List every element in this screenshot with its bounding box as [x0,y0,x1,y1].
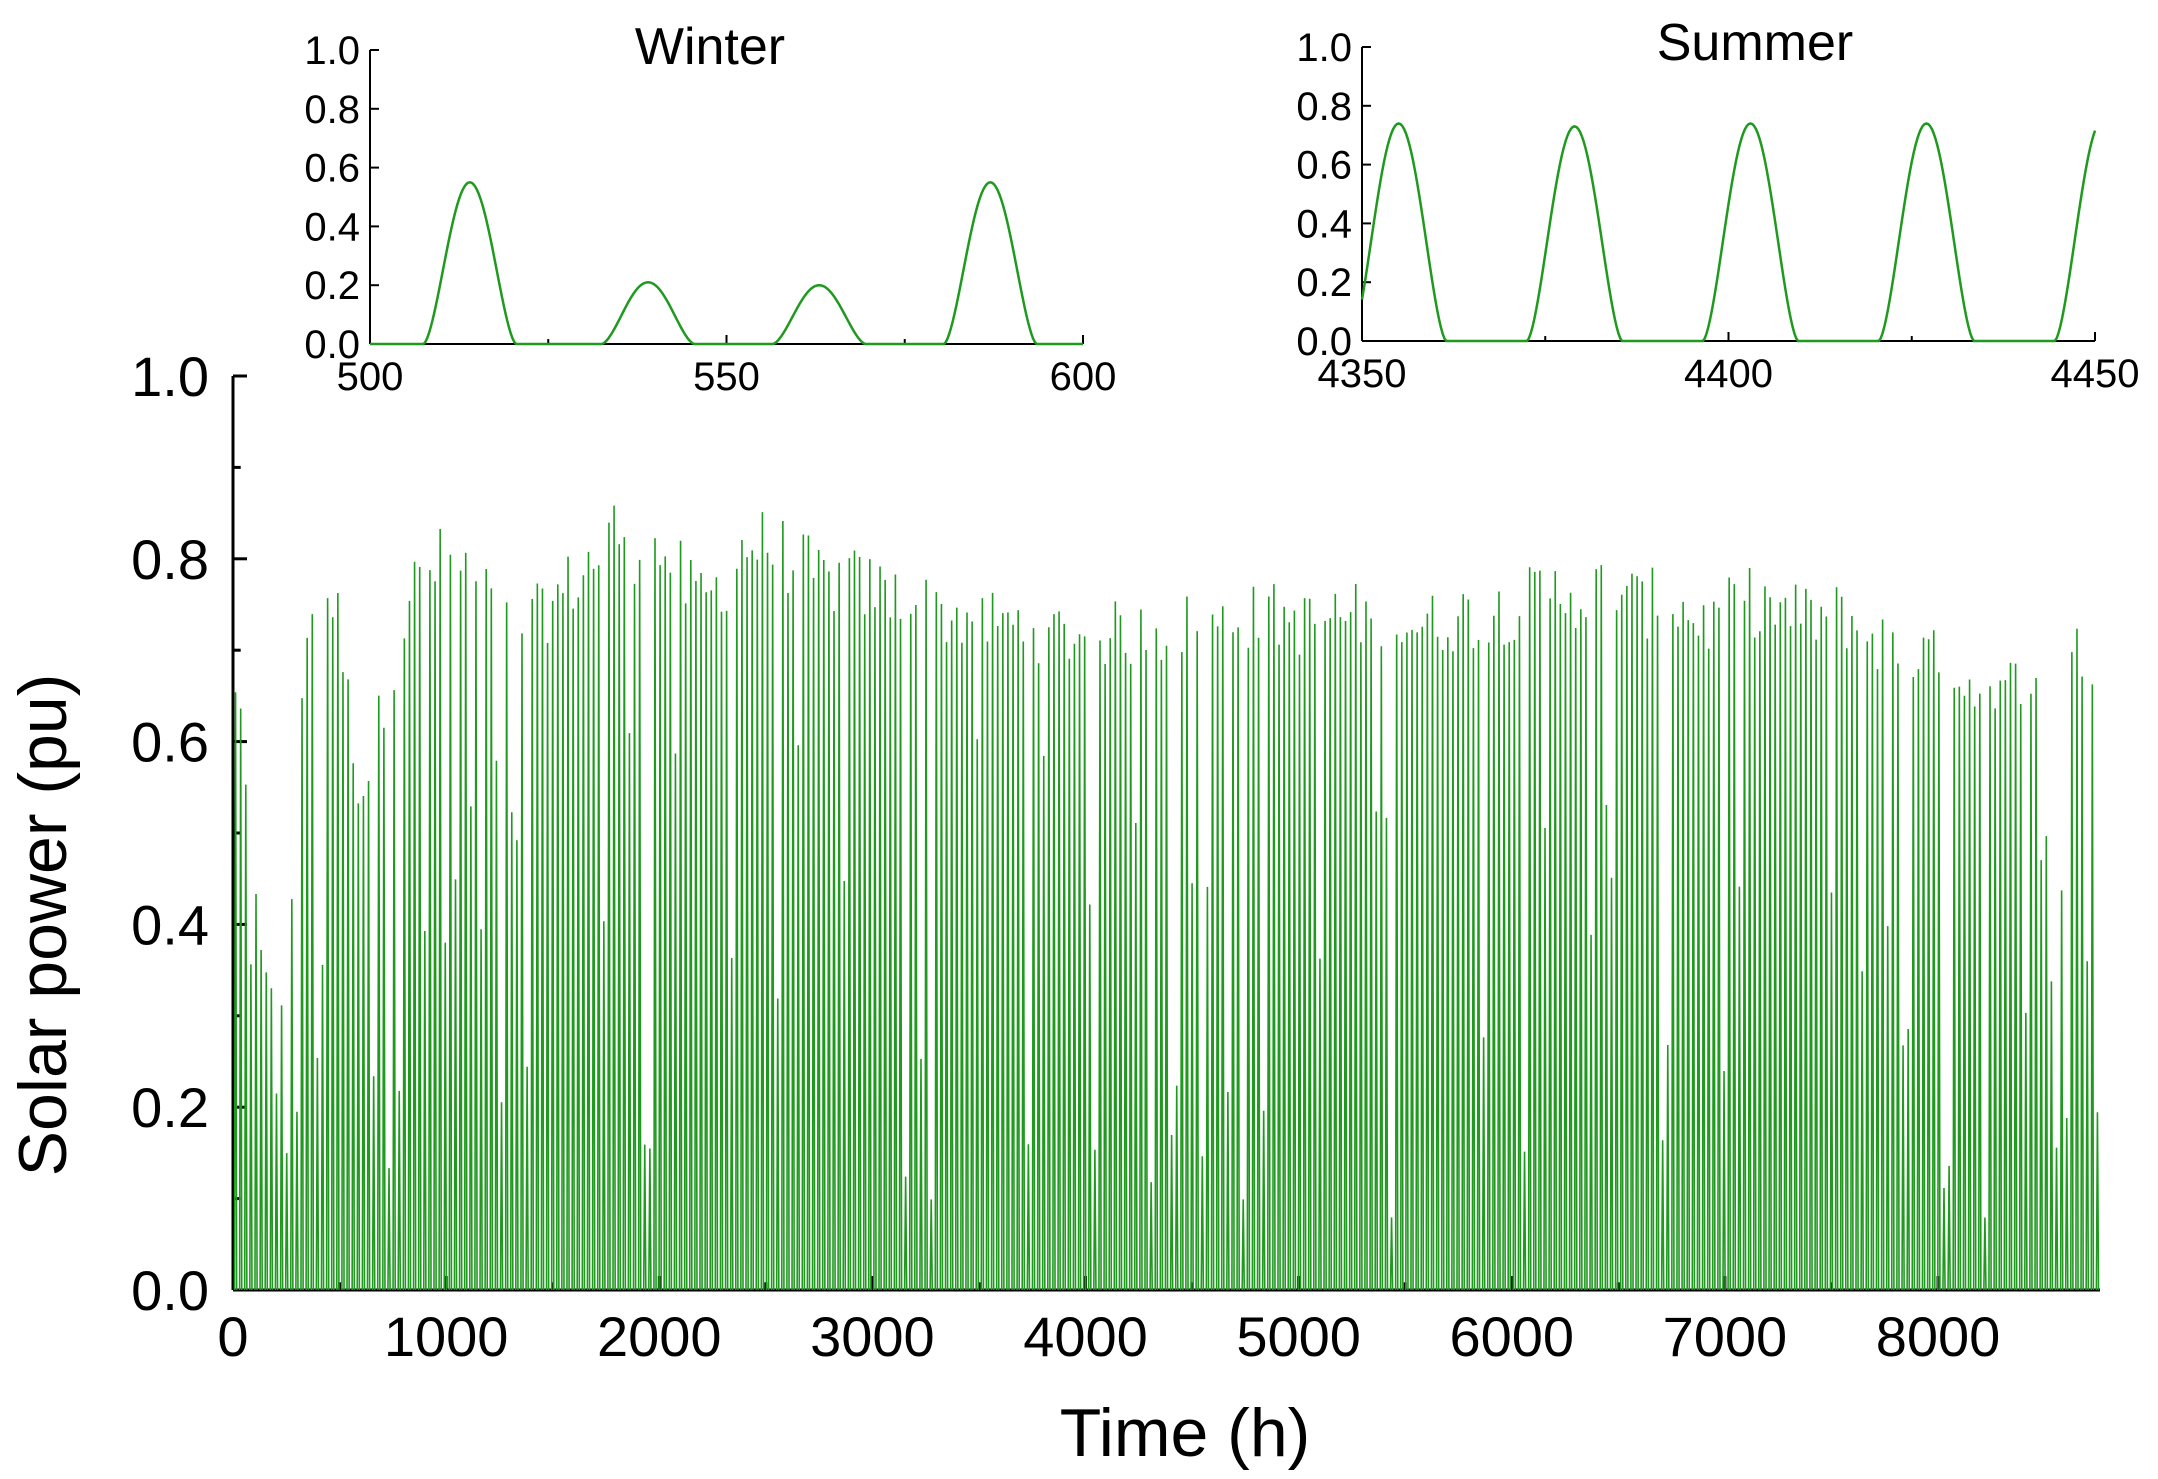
main-x-axis-label: Time (h) [1060,1395,1311,1471]
main-x-tick-label: 0 [217,1305,248,1368]
main-y-tick-label: 1.0 [131,345,209,408]
main-series-line [233,505,2100,1291]
summer-inset: Summer 0.0 0.2 0.4 0.6 0.8 1.0 4350 4400 4450 [1296,14,2139,396]
winter-inset: Winter 0.0 0.2 0.4 0.6 0.8 1.0 500 550 600 [304,18,1116,399]
winter-y-tick-label: 0.4 [304,205,360,249]
summer-x-tick-label: 4350 [1318,352,1407,396]
main-x-tick-label: 3000 [810,1305,935,1368]
summer-y-tick-label: 0.6 [1296,144,1352,188]
winter-inset-title: Winter [635,18,785,76]
summer-x-tick-label: 4450 [2051,352,2140,396]
main-y-axis-label: Solar power (pu) [5,674,81,1177]
main-y-tick-label: 0.6 [131,711,209,774]
main-x-tick-label: 4000 [1023,1305,1148,1368]
winter-y-tick-label: 1.0 [304,29,360,73]
main-x-tick-label: 2000 [597,1305,722,1368]
main-y-tick-label: 0.8 [131,528,209,591]
winter-y-tick-label: 0.6 [304,147,360,191]
main-x-tick-label: 1000 [384,1305,509,1368]
winter-y-tick-label: 0.2 [304,264,360,308]
summer-y-tick-label: 0.8 [1296,85,1352,129]
summer-y-tick-label: 0.0 [1296,320,1352,364]
winter-series-line [370,181,1083,346]
main-x-tick-label: 5000 [1236,1305,1361,1368]
main-x-tick-label: 7000 [1663,1305,1788,1368]
winter-x-tick-label: 500 [337,355,404,399]
main-chart: Time (h) Solar power (pu) 0.0 0.2 0.4 0.6 0.… [5,345,2100,1471]
summer-y-tick-label: 0.2 [1296,261,1352,305]
summer-x-tick-label: 4400 [1684,352,1773,396]
main-x-tick-label: 8000 [1876,1305,2001,1368]
summer-y-tick-label: 1.0 [1296,26,1352,70]
main-y-tick-label: 0.4 [131,893,209,956]
winter-x-tick-label: 600 [1050,355,1117,399]
main-y-tick-label: 0.0 [131,1259,209,1322]
winter-x-tick-label: 550 [693,355,760,399]
main-y-tick-label: 0.2 [131,1076,209,1139]
winter-y-tick-label: 0.8 [304,88,360,132]
summer-y-tick-label: 0.4 [1296,202,1352,246]
winter-y-tick-label: 0.0 [304,323,360,367]
summer-inset-title: Summer [1657,14,1853,72]
main-x-tick-label: 6000 [1449,1305,1574,1368]
summer-series-line [1360,122,2097,343]
